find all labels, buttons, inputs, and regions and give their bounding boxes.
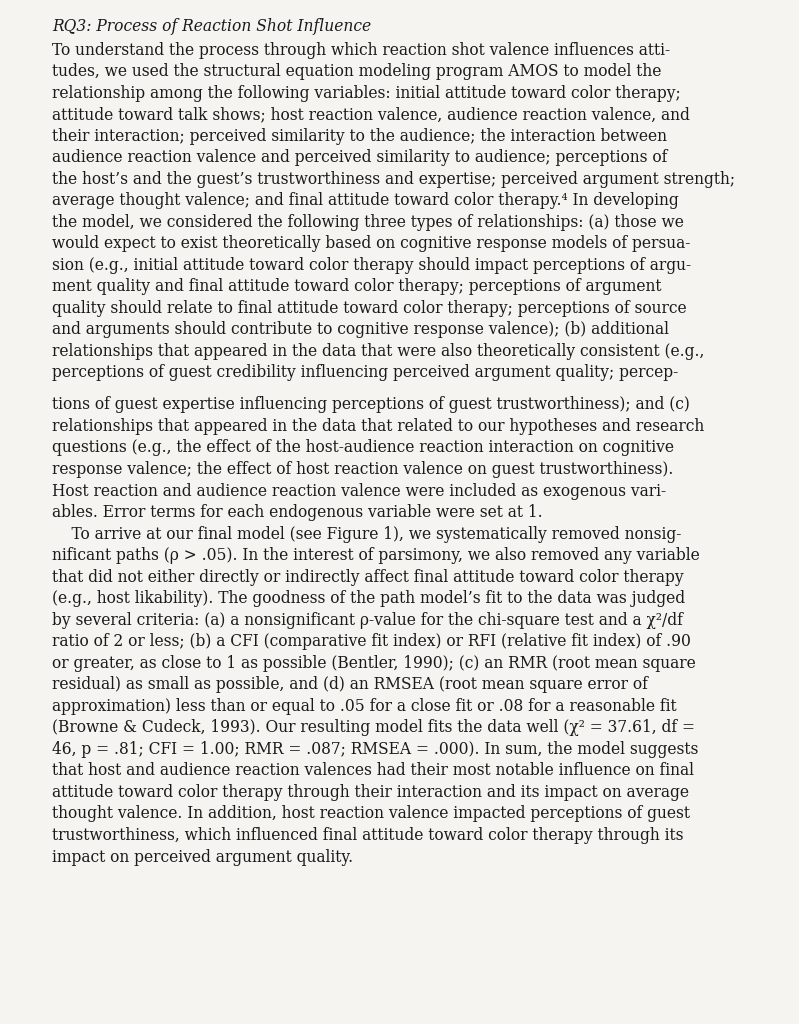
Text: To understand the process through which reaction shot valence influences atti-: To understand the process through which … <box>52 42 670 58</box>
Text: attitude toward color therapy through their interaction and its impact on averag: attitude toward color therapy through th… <box>52 784 689 801</box>
Text: relationships that appeared in the data that were also theoretically consistent : relationships that appeared in the data … <box>52 343 705 359</box>
Text: the model, we considered the following three types of relationships: (a) those w: the model, we considered the following t… <box>52 214 684 230</box>
Text: would expect to exist theoretically based on cognitive response models of persua: would expect to exist theoretically base… <box>52 236 690 252</box>
Text: tions of guest expertise influencing perceptions of guest trustworthiness); and : tions of guest expertise influencing per… <box>52 396 690 414</box>
Text: ables. Error terms for each endogenous variable were set at 1.: ables. Error terms for each endogenous v… <box>52 504 543 521</box>
Text: 46, p = .81; CFI = 1.00; RMR = .087; RMSEA = .000). In sum, the model suggests: 46, p = .81; CFI = 1.00; RMR = .087; RMS… <box>52 741 698 758</box>
Text: response valence; the effect of host reaction valence on guest trustworthiness).: response valence; the effect of host rea… <box>52 461 674 478</box>
Text: quality should relate to final attitude toward color therapy; perceptions of sou: quality should relate to final attitude … <box>52 300 686 316</box>
Text: Host reaction and audience reaction valence were included as exogenous vari-: Host reaction and audience reaction vale… <box>52 482 666 500</box>
Text: relationships that appeared in the data that related to our hypotheses and resea: relationships that appeared in the data … <box>52 418 704 435</box>
Text: ment quality and final attitude toward color therapy; perceptions of argument: ment quality and final attitude toward c… <box>52 279 662 295</box>
Text: ratio of 2 or less; (b) a CFI (comparative fit index) or RFI (relative fit index: ratio of 2 or less; (b) a CFI (comparati… <box>52 633 691 650</box>
Text: RQ3: Process of Reaction Shot Influence: RQ3: Process of Reaction Shot Influence <box>52 18 371 35</box>
Text: (Browne & Cudeck, 1993). Our resulting model fits the data well (χ² = 37.61, df : (Browne & Cudeck, 1993). Our resulting m… <box>52 719 695 736</box>
Text: trustworthiness, which influenced final attitude toward color therapy through it: trustworthiness, which influenced final … <box>52 827 683 844</box>
Text: relationship among the following variables: initial attitude toward color therap: relationship among the following variabl… <box>52 85 681 101</box>
Text: nificant paths (ρ > .05). In the interest of parsimony, we also removed any vari: nificant paths (ρ > .05). In the interes… <box>52 547 700 564</box>
Text: thought valence. In addition, host reaction valence impacted perceptions of gues: thought valence. In addition, host react… <box>52 806 690 822</box>
Text: residual) as small as possible, and (d) an RMSEA (root mean square error of: residual) as small as possible, and (d) … <box>52 676 648 693</box>
Text: impact on perceived argument quality.: impact on perceived argument quality. <box>52 849 353 865</box>
Text: that host and audience reaction valences had their most notable influence on fin: that host and audience reaction valences… <box>52 763 694 779</box>
Text: approximation) less than or equal to .05 for a close fit or .08 for a reasonable: approximation) less than or equal to .05… <box>52 697 677 715</box>
Text: sion (e.g., initial attitude toward color therapy should impact perceptions of a: sion (e.g., initial attitude toward colo… <box>52 257 691 273</box>
Text: perceptions of guest credibility influencing perceived argument quality; percep-: perceptions of guest credibility influen… <box>52 365 678 382</box>
Text: tudes, we used the structural equation modeling program AMOS to model the: tudes, we used the structural equation m… <box>52 63 662 80</box>
Text: their interaction; perceived similarity to the audience; the interaction between: their interaction; perceived similarity … <box>52 128 667 144</box>
Text: and arguments should contribute to cognitive response valence); (b) additional: and arguments should contribute to cogni… <box>52 322 669 338</box>
Text: average thought valence; and final attitude toward color therapy.⁴ In developing: average thought valence; and final attit… <box>52 193 678 209</box>
Text: or greater, as close to 1 as possible (Bentler, 1990); (c) an RMR (root mean squ: or greater, as close to 1 as possible (B… <box>52 654 696 672</box>
Text: attitude toward talk shows; host reaction valence, audience reaction valence, an: attitude toward talk shows; host reactio… <box>52 106 690 123</box>
Text: To arrive at our final model (see Figure 1), we systematically removed nonsig-: To arrive at our final model (see Figure… <box>52 525 682 543</box>
Text: audience reaction valence and perceived similarity to audience; perceptions of: audience reaction valence and perceived … <box>52 150 667 166</box>
Text: (e.g., host likability). The goodness of the path model’s fit to the data was ju: (e.g., host likability). The goodness of… <box>52 590 685 607</box>
Text: that did not either directly or indirectly affect final attitude toward color th: that did not either directly or indirect… <box>52 568 684 586</box>
Text: the host’s and the guest’s trustworthiness and expertise; perceived argument str: the host’s and the guest’s trustworthine… <box>52 171 735 187</box>
Text: by several criteria: (a) a nonsignificant ρ-value for the chi-square test and a : by several criteria: (a) a nonsignifican… <box>52 611 683 629</box>
Text: questions (e.g., the effect of the host-audience reaction interaction on cogniti: questions (e.g., the effect of the host-… <box>52 439 674 457</box>
